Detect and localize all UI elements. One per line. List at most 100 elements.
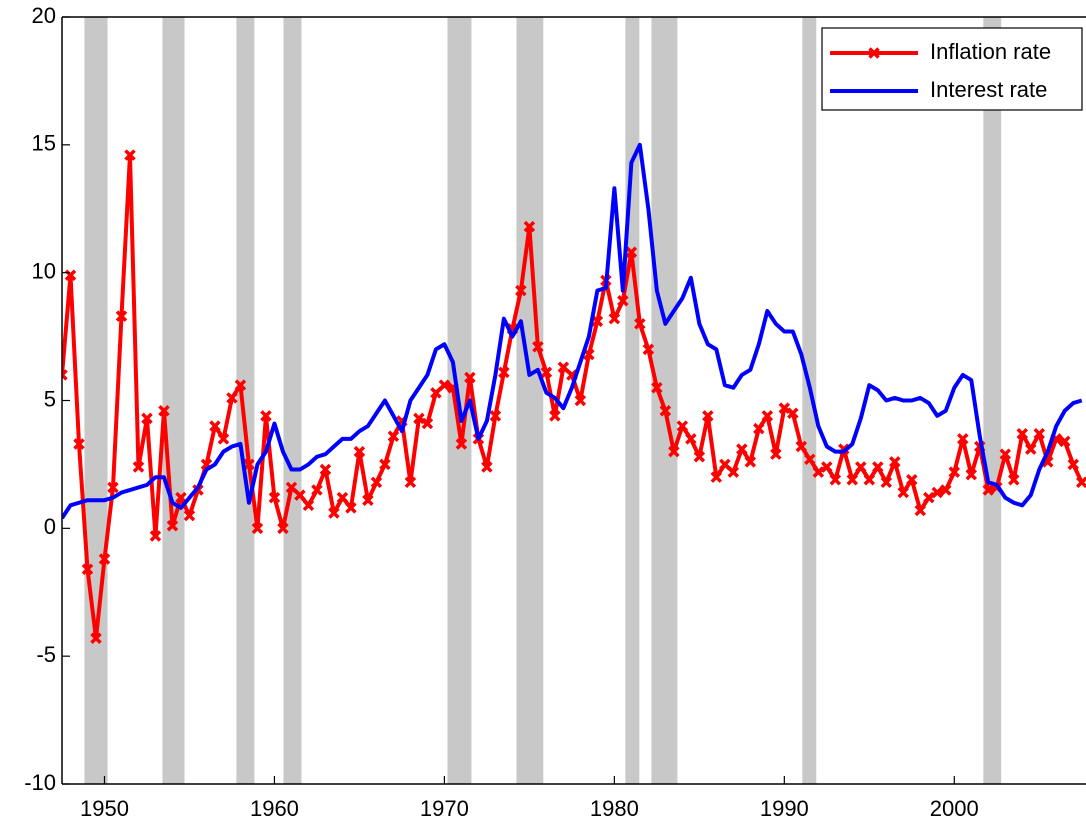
data-point [685, 433, 697, 445]
data-point [736, 443, 748, 455]
data-point [149, 530, 162, 542]
data-point [345, 502, 357, 514]
data-point [642, 343, 655, 356]
x-tick-label: 2000 [930, 796, 979, 821]
legend: Inflation rate Interest rate [821, 27, 1083, 111]
recession-band [651, 17, 678, 784]
data-point [1025, 443, 1037, 455]
recession-band [162, 17, 185, 784]
data-point [906, 474, 918, 486]
data-point [574, 394, 587, 407]
data-point [668, 445, 680, 458]
data-point [319, 463, 332, 476]
recession-band [983, 17, 1002, 784]
data-point [209, 420, 221, 432]
data-point [914, 504, 927, 517]
recession-band [802, 17, 817, 784]
y-tick-label: 15 [32, 131, 56, 156]
data-point [940, 484, 952, 496]
plot-area [62, 142, 1086, 645]
data-point [132, 461, 145, 473]
data-point [931, 486, 944, 499]
series-line [62, 142, 1083, 520]
data-point [957, 433, 969, 445]
data-point [770, 448, 782, 460]
data-point [311, 484, 323, 496]
data-point [982, 484, 995, 496]
data-point [183, 509, 196, 522]
data-point [557, 361, 570, 374]
data-point [387, 430, 400, 443]
data-point [923, 491, 935, 504]
data-point [846, 474, 859, 486]
recession-band [625, 17, 640, 784]
data-point [353, 445, 366, 458]
data-point [1016, 427, 1029, 440]
x-tick-label: 1970 [420, 796, 469, 821]
data-point [175, 491, 187, 504]
data-point [829, 474, 842, 486]
data-point [73, 438, 85, 450]
data-point [753, 422, 765, 435]
data-point [693, 451, 706, 463]
data-point [761, 410, 774, 422]
data-point [260, 410, 272, 422]
recession-band [283, 17, 302, 784]
data-point [872, 461, 884, 473]
data-point [897, 486, 910, 499]
data-point [532, 341, 544, 353]
data-point [166, 520, 179, 532]
data-point [659, 404, 672, 417]
data-point [294, 489, 306, 501]
recession-band [84, 17, 108, 784]
y-tick-label: -5 [36, 642, 56, 667]
data-point [158, 404, 170, 417]
data-point [277, 522, 289, 535]
data-point [234, 379, 247, 391]
data-point [710, 471, 723, 483]
data-point [124, 149, 136, 161]
data-point [778, 402, 791, 414]
y-tick-label: 0 [44, 514, 56, 539]
x-tick-label: 1980 [590, 796, 639, 821]
data-point [98, 553, 111, 565]
data-point [141, 412, 153, 425]
data-point [617, 295, 629, 307]
data-point [379, 458, 391, 471]
data-point [285, 481, 298, 494]
x-tick-label: 1960 [250, 796, 299, 821]
recession-shading [84, 17, 1002, 784]
data-point [489, 410, 502, 422]
data-point [787, 407, 799, 420]
recession-band [516, 17, 544, 784]
data-point [727, 466, 740, 478]
series-line [62, 153, 1084, 641]
legend-box [821, 27, 1083, 111]
data-point [804, 453, 816, 466]
data-point [795, 440, 808, 453]
data-point [889, 456, 901, 468]
data-point [62, 369, 68, 381]
data-point [608, 312, 621, 325]
data-point [1033, 427, 1045, 440]
data-point [999, 448, 1012, 460]
data-point [1076, 476, 1086, 489]
data-point [81, 563, 94, 575]
data-point [336, 491, 349, 504]
data-point [498, 366, 510, 379]
data-point [481, 461, 493, 473]
data-point [948, 466, 961, 478]
data-point [515, 284, 527, 297]
data-point [523, 220, 536, 233]
data-point [328, 507, 340, 519]
data-point [855, 461, 867, 473]
data-point [455, 438, 468, 450]
data-point [625, 246, 638, 258]
data-point [821, 461, 833, 473]
data-point [880, 476, 893, 489]
data-point [217, 433, 230, 445]
data-point [540, 366, 553, 379]
x-tick-label: 1990 [760, 796, 809, 821]
legend-label: Inflation rate [930, 39, 1051, 64]
